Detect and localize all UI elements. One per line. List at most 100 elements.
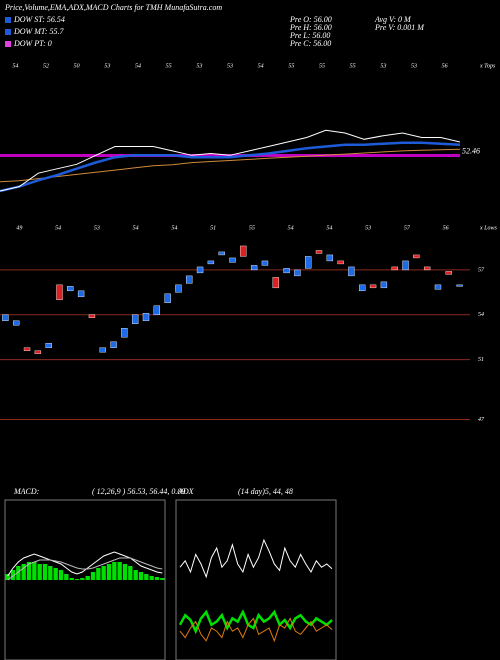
top-label: 54	[288, 224, 294, 231]
top-label: 54	[12, 62, 18, 69]
candle	[131, 314, 139, 324]
top-label: 55	[166, 63, 172, 69]
macd-line	[7, 551, 163, 577]
panel	[175, 499, 337, 660]
histogram-bar	[138, 572, 144, 580]
stat: Pre H: 56.00	[289, 23, 332, 32]
candle	[413, 254, 420, 259]
histogram-bar	[106, 564, 112, 580]
histogram-bar	[37, 564, 42, 580]
y-tick-label: 57	[478, 267, 485, 273]
histogram-bar	[117, 562, 122, 580]
candle	[196, 266, 204, 274]
top-label: 54	[326, 224, 332, 231]
candle	[153, 305, 161, 315]
y-tick-label: 54	[478, 311, 484, 318]
candle	[304, 256, 312, 269]
candle	[142, 313, 150, 321]
top-label: 49	[16, 224, 22, 231]
candle	[380, 281, 388, 289]
candle	[240, 245, 247, 257]
corner-label: x Tops	[479, 63, 496, 69]
y-tick-label: 51	[478, 357, 484, 363]
histogram-bar	[101, 566, 106, 580]
top-label: 53	[411, 63, 417, 69]
candle	[67, 286, 74, 292]
histogram-bar	[64, 574, 69, 580]
candle	[456, 284, 463, 287]
top-label: 53	[104, 63, 110, 69]
top-label: 56	[443, 225, 449, 231]
candle	[402, 260, 409, 271]
stat: Pre C: 56.00	[289, 39, 331, 48]
top-label: 54	[171, 224, 177, 231]
candle	[99, 347, 106, 353]
candle	[2, 314, 9, 321]
candle	[391, 266, 398, 271]
top-label: 54	[135, 62, 141, 69]
candle	[186, 275, 193, 284]
stat: Pre L: 56.00	[289, 31, 330, 40]
candle	[326, 254, 334, 262]
panel-subtitle: ( 12,26,9 ) 56.53, 56.44, 0.09	[92, 487, 185, 496]
candle	[294, 269, 301, 277]
legend-label: DOW PT: 0	[13, 39, 52, 48]
panel	[4, 499, 166, 660]
histogram-bar	[80, 578, 85, 580]
legend-swatch	[5, 41, 11, 47]
adx-line	[179, 617, 333, 643]
top-label: 57	[404, 225, 411, 231]
histogram-bar	[144, 574, 149, 580]
panel-title: MACD:	[13, 487, 40, 496]
top-label: 55	[350, 63, 356, 69]
top-label: 54	[258, 62, 264, 69]
stat: Avg V: 0 M	[374, 15, 412, 24]
histogram-bar	[85, 576, 90, 580]
histogram-bar	[96, 568, 101, 580]
candle	[23, 347, 31, 351]
top-label: 50	[74, 63, 80, 69]
legend-swatch	[5, 29, 11, 35]
y-tick-label: 47	[478, 416, 485, 423]
histogram-bar	[69, 578, 74, 580]
top-label: 53	[380, 63, 386, 69]
histogram-bar	[154, 577, 160, 580]
stat: Pre V: 0.001 M	[374, 23, 425, 32]
legend-label: DOW MT: 55.7	[13, 27, 65, 36]
top-label: 54	[133, 224, 139, 231]
price-line	[0, 148, 461, 183]
histogram-bar	[16, 566, 21, 580]
top-label: 53	[94, 225, 100, 231]
histogram-bar	[90, 572, 96, 580]
stat: Pre O: 56.00	[289, 15, 332, 24]
histogram-bar	[10, 570, 16, 580]
candle	[13, 320, 20, 326]
candle	[250, 265, 258, 271]
top-label: 52	[43, 63, 49, 69]
adx-line	[178, 609, 333, 635]
top-label: 55	[249, 225, 255, 231]
legend-label: DOW ST: 56.54	[13, 15, 65, 24]
candle	[218, 251, 225, 256]
candle	[207, 260, 215, 265]
candle	[110, 341, 117, 348]
candle	[369, 284, 377, 289]
panel-title: ADX	[177, 487, 195, 496]
histogram-bar	[133, 570, 138, 580]
histogram-bar	[53, 568, 58, 580]
histogram-bar	[5, 574, 10, 580]
page-title: Price,Volume,EMA,ADX,MACD Charts for TMH…	[4, 3, 222, 12]
candle	[434, 284, 442, 290]
histogram-bar	[149, 576, 154, 580]
histogram-bar	[128, 566, 133, 580]
top-label: 53	[227, 63, 233, 69]
candle	[445, 271, 452, 275]
macd-line	[7, 557, 163, 581]
top-label: 51	[210, 225, 216, 231]
candle	[88, 314, 96, 318]
histogram-bar	[42, 564, 48, 580]
histogram-bar	[112, 562, 117, 580]
candle	[175, 284, 182, 293]
histogram-bar	[32, 562, 37, 580]
